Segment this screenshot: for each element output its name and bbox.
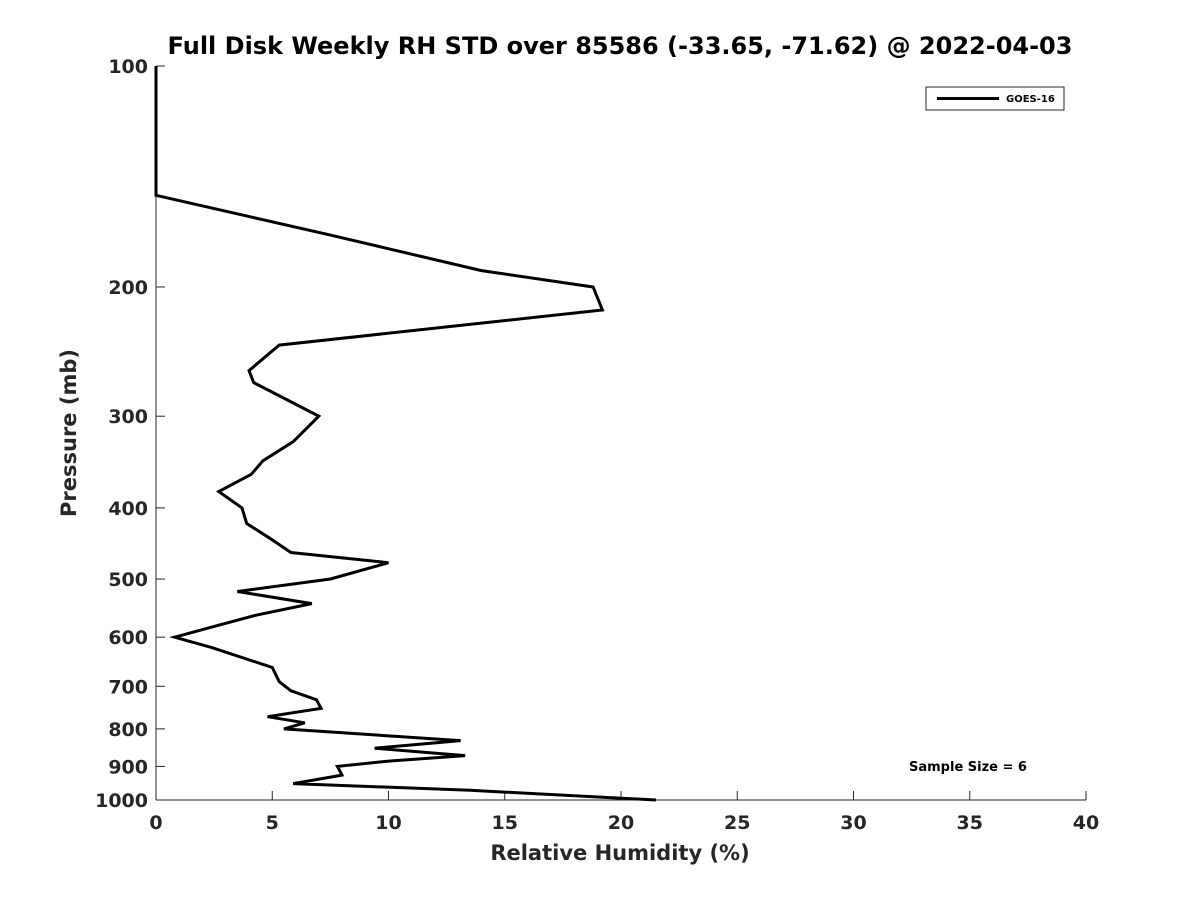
y-tick-label: 600 (108, 627, 148, 649)
y-tick-label: 300 (108, 406, 148, 428)
sample-size-annotation: Sample Size = 6 (909, 760, 1027, 775)
y-tick-label: 900 (108, 756, 148, 778)
x-tick-label: 15 (492, 812, 518, 834)
legend: GOES-16 (925, 86, 1065, 111)
x-tick-label: 30 (840, 812, 866, 834)
chart-title: Full Disk Weekly RH STD over 85586 (-33.… (168, 32, 1073, 60)
y-tick-label: 1000 (95, 790, 148, 812)
x-axis-ticks: 0 5 10 15 20 25 30 35 40 (149, 791, 1099, 834)
plot-axes (155, 66, 1086, 801)
x-tick-label: 25 (724, 812, 750, 834)
legend-label-goes-16: GOES-16 (1006, 94, 1055, 105)
x-axis-label: Relative Humidity (%) (490, 841, 749, 865)
x-tick-label: 40 (1073, 812, 1099, 834)
x-tick-label: 5 (266, 812, 279, 834)
y-tick-label: 700 (108, 676, 148, 698)
series-line-goes-16 (154, 66, 656, 802)
x-tick-label: 35 (957, 812, 983, 834)
y-tick-label: 800 (108, 719, 148, 741)
y-axis-label: Pressure (mb) (57, 349, 81, 517)
series-layer (154, 66, 656, 802)
y-tick-label: 100 (108, 56, 148, 78)
y-tick-label: 400 (108, 498, 148, 520)
y-axis-ticks: 100 200 300 400 500 600 700 800 900 1000 (95, 56, 165, 812)
y-tick-label: 500 (108, 569, 148, 591)
x-tick-label: 0 (149, 812, 162, 834)
x-tick-label: 20 (608, 812, 634, 834)
x-tick-label: 10 (375, 812, 401, 834)
y-tick-label: 200 (108, 277, 148, 299)
